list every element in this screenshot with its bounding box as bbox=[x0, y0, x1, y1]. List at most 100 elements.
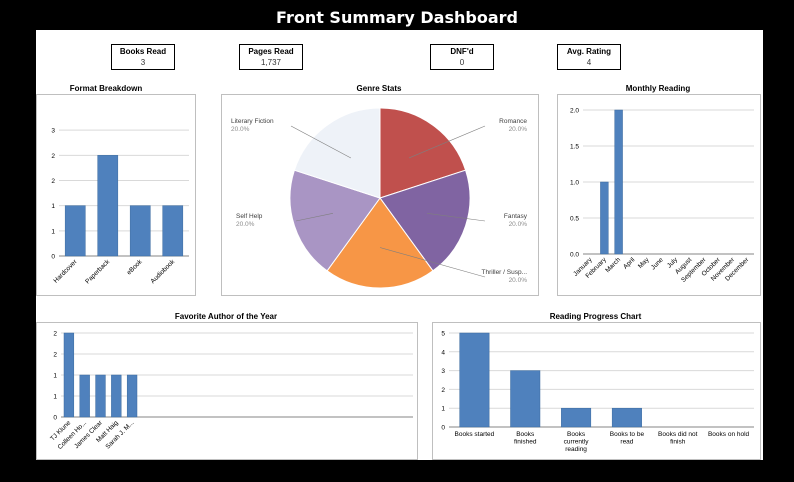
x-tick-label: Books to be bbox=[610, 431, 645, 438]
bar bbox=[611, 407, 642, 428]
pie-percent: 20.0% bbox=[509, 221, 528, 228]
leader-line bbox=[295, 213, 333, 222]
kpi-books-read: Books Read 3 bbox=[111, 44, 175, 70]
bar bbox=[129, 205, 151, 257]
pie-label: Literary Fiction bbox=[231, 118, 274, 125]
y-tick-label: 0 bbox=[51, 254, 55, 261]
y-tick-label: 0 bbox=[441, 425, 445, 432]
pie-label: Romance bbox=[499, 118, 527, 125]
dashboard-sheet: Books Read 3 Pages Read 1,737 DNF'd 0 Av… bbox=[36, 30, 763, 460]
x-tick-label: reading bbox=[565, 446, 587, 453]
dashboard-title: Front Summary Dashboard bbox=[276, 8, 518, 27]
bar bbox=[63, 332, 75, 418]
leader-line bbox=[427, 212, 486, 222]
monthly-reading-title: Monthly Reading bbox=[625, 84, 691, 93]
pie-label: Self Help bbox=[236, 213, 263, 220]
pie-percent: 20.0% bbox=[236, 221, 255, 228]
bar bbox=[97, 155, 119, 257]
y-tick-label: 0.0 bbox=[570, 252, 579, 259]
y-tick-label: 1.5 bbox=[570, 144, 579, 151]
y-tick-label: 2 bbox=[53, 331, 57, 338]
y-tick-label: 2 bbox=[53, 352, 57, 359]
y-tick-label: 0.5 bbox=[570, 216, 579, 223]
reading-progress-title: Reading Progress Chart bbox=[549, 312, 642, 321]
x-tick-label: June bbox=[650, 256, 665, 271]
favorite-author-chart: 0 1 1 2 2 TJ Klune Colleen Ho... James Clear Mat… bbox=[36, 322, 418, 460]
bar bbox=[95, 374, 106, 418]
kpi-label: Avg. Rating bbox=[566, 47, 612, 56]
y-tick-label: 1 bbox=[53, 394, 57, 401]
kpi-value: 0 bbox=[459, 58, 465, 67]
kpi-label: Pages Read bbox=[248, 47, 294, 56]
x-tick-label: Books started bbox=[455, 431, 495, 438]
y-tick-label: 2.0 bbox=[570, 108, 579, 115]
x-tick-label: read bbox=[620, 439, 633, 446]
kpi-dnf: DNF'd 0 bbox=[430, 44, 494, 70]
kpi-value: 4 bbox=[586, 58, 592, 67]
format-breakdown-chart: 0 1 1 2 2 3 Hardcover Paperback eBook Audiobook bbox=[36, 94, 196, 296]
y-tick-label: 1 bbox=[53, 373, 57, 380]
pie-percent: 20.0% bbox=[231, 126, 250, 133]
kpi-avg-rating: Avg. Rating 4 bbox=[557, 44, 621, 70]
y-tick-label: 1 bbox=[51, 228, 55, 235]
bar bbox=[510, 370, 541, 428]
kpi-value: 1,737 bbox=[260, 58, 282, 67]
pie-percent: 20.0% bbox=[509, 277, 528, 284]
y-tick-label: 1.0 bbox=[570, 180, 579, 187]
leader-line bbox=[379, 247, 486, 278]
pie-slice bbox=[289, 169, 381, 272]
y-tick-label: 4 bbox=[441, 349, 445, 356]
leader-line bbox=[290, 125, 352, 159]
format-breakdown-svg: 0 1 1 2 2 3 Hardcover Paperback eBook Audiobook bbox=[51, 128, 189, 285]
bar bbox=[162, 205, 184, 257]
format-breakdown-title: Format Breakdown bbox=[69, 84, 143, 93]
x-tick-label: Paperback bbox=[84, 258, 111, 285]
y-tick-label: 2 bbox=[51, 178, 55, 185]
x-tick-label: Books did not bbox=[658, 431, 698, 438]
x-tick-label: Audiobook bbox=[149, 258, 176, 285]
x-tick-label: March bbox=[604, 256, 622, 274]
y-tick-label: 1 bbox=[441, 406, 445, 413]
x-tick-label: Books bbox=[516, 431, 535, 438]
bar bbox=[614, 109, 623, 255]
reading-progress-chart: 0 1 2 3 4 5 Books started Books finished Books cur… bbox=[432, 322, 761, 460]
y-tick-label: 3 bbox=[51, 128, 55, 135]
kpi-pages-read: Pages Read 1,737 bbox=[239, 44, 303, 70]
favorite-author-title: Favorite Author of the Year bbox=[174, 312, 278, 321]
kpi-label: DNF'd bbox=[450, 47, 474, 56]
leader-line bbox=[408, 125, 486, 159]
pie-slice bbox=[326, 197, 434, 289]
kpi-label: Books Read bbox=[119, 47, 167, 56]
pie-percent: 20.0% bbox=[509, 126, 528, 133]
bar bbox=[64, 205, 86, 257]
pie-slice bbox=[379, 107, 467, 199]
x-tick-label: currently bbox=[564, 439, 590, 446]
kpi-value: 3 bbox=[140, 58, 146, 67]
x-tick-label: May bbox=[637, 256, 651, 270]
bar bbox=[126, 374, 138, 418]
y-tick-label: 0 bbox=[53, 415, 57, 422]
y-tick-label: 3 bbox=[441, 368, 445, 375]
bar bbox=[79, 374, 90, 418]
monthly-reading-chart: 0.0 0.5 1.0 1.5 2.0 January February March April… bbox=[557, 94, 761, 296]
bar bbox=[600, 181, 609, 255]
genre-stats-chart: Romance 20.0% Fantasy 20.0% Thriller / Susp.… bbox=[221, 94, 539, 296]
y-tick-label: 5 bbox=[441, 331, 445, 338]
pie-slice bbox=[293, 107, 381, 199]
genre-stats-title: Genre Stats bbox=[356, 84, 402, 93]
pie-slice bbox=[379, 169, 471, 272]
x-tick-label: Books bbox=[567, 431, 586, 438]
pie-label: Thriller / Susp... bbox=[481, 269, 527, 276]
x-tick-label: finished bbox=[514, 439, 537, 446]
bar bbox=[459, 332, 490, 428]
pie-label: Fantasy bbox=[504, 213, 528, 220]
bar bbox=[561, 407, 592, 428]
x-tick-label: finish bbox=[670, 439, 686, 446]
bar bbox=[111, 374, 122, 418]
x-tick-label: Hardcover bbox=[53, 258, 80, 285]
x-tick-label: April bbox=[622, 256, 637, 271]
